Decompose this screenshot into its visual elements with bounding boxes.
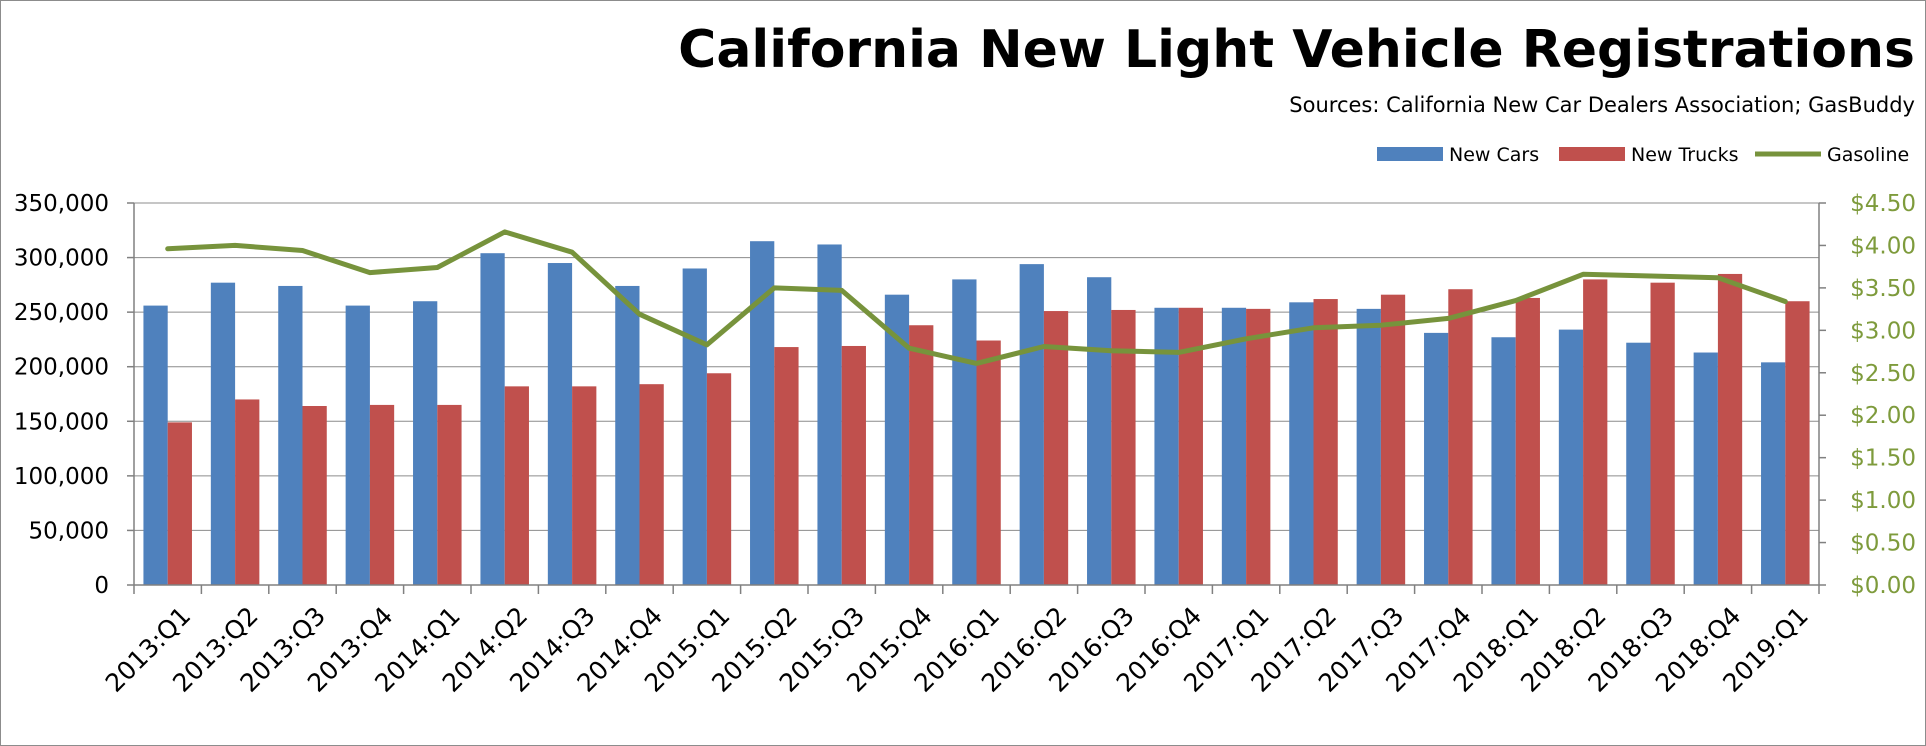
bar-new-trucks xyxy=(1650,282,1675,585)
y-right-tick-label: $3.00 xyxy=(1850,318,1916,344)
y-right-tick-label: $0.50 xyxy=(1850,531,1916,557)
chart-title: California New Light Vehicle Registratio… xyxy=(678,20,1915,80)
y-left-tick-label: 300,000 xyxy=(14,246,109,272)
bar-new-cars xyxy=(1761,362,1786,585)
legend-item: New Cars xyxy=(1377,144,1539,166)
bar-new-cars xyxy=(345,305,370,585)
bar-new-trucks xyxy=(572,386,597,585)
y-axis-right-ticks: $0.00 $0.50 $1.00 $1.50 $2.00 $2.50 $3.00 $3.50… xyxy=(1850,191,1916,599)
bar-new-trucks xyxy=(1043,311,1069,585)
y-right-tick-label: $2.00 xyxy=(1850,403,1916,429)
bar-new-cars xyxy=(1154,307,1179,585)
x-axis-ticks: 2013:Q12013:Q22013:Q32013:Q42014:Q12014:… xyxy=(100,601,1814,698)
bar-new-trucks xyxy=(774,347,799,585)
bar-new-trucks xyxy=(302,406,327,585)
y-left-tick-label: 100,000 xyxy=(14,464,109,490)
bar-new-trucks xyxy=(1515,297,1540,585)
bar-new-trucks xyxy=(1717,273,1743,585)
bar-new-cars xyxy=(210,282,236,585)
bar-new-trucks xyxy=(909,325,934,585)
bar-new-trucks xyxy=(1380,294,1406,585)
legend-item: Gasoline xyxy=(1755,144,1909,166)
bar-new-cars xyxy=(1626,342,1651,585)
bar-new-trucks xyxy=(841,345,866,585)
bar-new-cars xyxy=(615,285,640,585)
legend-item: New Trucks xyxy=(1559,144,1739,166)
bar-new-cars xyxy=(413,301,438,585)
bar-new-trucks xyxy=(1313,299,1338,585)
bar-new-cars xyxy=(547,263,573,585)
y-right-tick-label: $4.00 xyxy=(1850,233,1916,259)
legend-swatch xyxy=(1559,147,1625,161)
gasoline-line xyxy=(165,229,1788,366)
y-left-tick-label: 50,000 xyxy=(29,518,109,544)
y-right-tick-label: $0.00 xyxy=(1850,573,1916,599)
bar-new-trucks xyxy=(1111,309,1136,585)
legend: New Cars New Trucks Gasoline xyxy=(1377,144,1909,166)
bar-new-cars xyxy=(1491,337,1516,585)
bar-new-cars xyxy=(1289,302,1314,585)
y-right-tick-label: $4.50 xyxy=(1850,191,1916,217)
legend-label: New Cars xyxy=(1449,144,1539,166)
bar-new-cars xyxy=(1693,352,1718,585)
legend-label: New Trucks xyxy=(1631,144,1739,166)
bar-new-trucks xyxy=(1246,308,1271,585)
bar-new-cars xyxy=(143,305,168,585)
bar-new-cars xyxy=(682,268,707,585)
bar-new-trucks xyxy=(1448,289,1473,585)
bar-new-trucks xyxy=(167,422,192,585)
bars xyxy=(143,241,1810,585)
bar-new-trucks xyxy=(437,404,462,585)
bar-new-cars xyxy=(1087,277,1112,585)
bar-new-cars xyxy=(1356,308,1381,585)
bar-new-cars xyxy=(1221,307,1247,585)
y-right-tick-label: $1.00 xyxy=(1850,488,1916,514)
bar-new-cars xyxy=(1424,332,1449,585)
y-right-tick-label: $2.50 xyxy=(1850,361,1916,387)
bar-new-cars xyxy=(952,279,977,585)
bar-new-trucks xyxy=(235,399,260,585)
bar-new-trucks xyxy=(1785,301,1810,585)
bar-new-trucks xyxy=(706,373,732,585)
bar-new-trucks xyxy=(976,340,1001,585)
bar-new-cars xyxy=(278,285,303,585)
bar-new-cars xyxy=(1558,329,1584,585)
bar-new-trucks xyxy=(504,386,529,585)
legend-label: Gasoline xyxy=(1827,144,1909,166)
chart-subtitle: Sources: California New Car Dealers Asso… xyxy=(1289,93,1915,117)
y-left-tick-label: 0 xyxy=(94,573,109,599)
y-axis-left-ticks: 0 50,000 100,000 150,000 200,000 250,000 300,0… xyxy=(14,191,109,599)
bar-new-trucks xyxy=(369,404,395,585)
bar-new-cars xyxy=(480,253,505,585)
bar-new-trucks xyxy=(1583,279,1608,585)
bar-new-trucks xyxy=(639,384,664,585)
y-right-tick-label: $1.50 xyxy=(1850,446,1916,472)
y-left-tick-label: 350,000 xyxy=(14,191,109,217)
bar-new-cars xyxy=(1019,264,1044,585)
y-left-tick-label: 250,000 xyxy=(14,300,109,326)
legend-swatch xyxy=(1377,147,1443,161)
axes xyxy=(127,202,1826,594)
bar-new-cars xyxy=(817,244,842,585)
y-left-tick-label: 150,000 xyxy=(14,409,109,435)
y-right-tick-label: $3.50 xyxy=(1850,276,1916,302)
y-left-tick-label: 200,000 xyxy=(14,355,109,381)
